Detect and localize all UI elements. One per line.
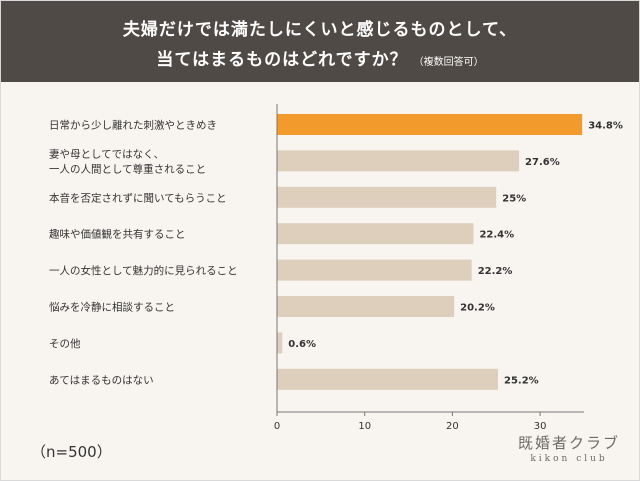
bar-5 (277, 259, 472, 281)
x-tick-label-0: 0 (274, 421, 280, 432)
brand-logo: 既婚者クラブ kikon club (514, 432, 624, 464)
bar-4 (277, 223, 474, 245)
sample-size-label: （n=500） (31, 443, 112, 461)
category-label-2-line-1: 妻や母としてではなく、 (49, 147, 164, 160)
data-label-7: 0.6% (288, 339, 316, 350)
data-label-5: 22.2% (478, 266, 513, 277)
category-label-4: 趣味や価値観を共有すること (49, 228, 186, 241)
bar-7 (277, 332, 283, 354)
data-label-6: 20.2% (460, 303, 495, 314)
chart-title-line1: 夫婦だけでは満たしにくいと感じるものとして、 (122, 20, 518, 40)
multiple-answer-note: （複数回答可） (413, 57, 484, 68)
category-label-5: 一人の女性として魅力的に見られること (49, 264, 238, 277)
data-label-1: 34.8% (588, 121, 623, 132)
bar-8 (277, 368, 499, 390)
category-label-7: その他 (49, 337, 81, 350)
category-label-1: 日常から少し離れた刺激やときめき (49, 119, 217, 132)
chart-title-line2: 当てはまるものはどれですか？ （複数回答可） (1, 45, 639, 70)
bar-1 (277, 114, 583, 135)
x-tick-label-30: 30 (534, 421, 547, 432)
x-tick-label-10: 10 (358, 421, 371, 432)
brand-logo-en: kikon club (530, 454, 608, 464)
data-label-3: 25% (502, 193, 526, 204)
data-label-4: 22.4% (479, 230, 514, 241)
bar-chart: 34.8% 日常から少し離れた刺激やときめき 27.6% 妻や母としてではなく、一人の… (49, 104, 623, 432)
chart-header: 夫婦だけでは満たしにくいと感じるものとして、 当てはまるものはどれですか？ （複数… (1, 1, 639, 82)
chart-title-line2-text: 当てはまるものはどれですか？ (156, 50, 408, 70)
category-label-2-line-2: 一人の人間として尊重されること (49, 162, 206, 175)
bar-3 (277, 186, 497, 208)
x-tick-label-20: 20 (446, 421, 459, 432)
data-label-8: 25.2% (504, 375, 539, 386)
bar-6 (277, 296, 455, 317)
category-label-6: 悩みを冷静に相談すること (49, 301, 175, 314)
category-label-8: あてはまるものはない (49, 374, 154, 386)
data-label-2: 27.6% (525, 157, 560, 168)
category-label-3: 本音を否定されずに聞いてもらうこと (49, 191, 227, 204)
bar-2 (277, 150, 520, 172)
brand-logo-jp: 既婚者クラブ (517, 434, 620, 452)
